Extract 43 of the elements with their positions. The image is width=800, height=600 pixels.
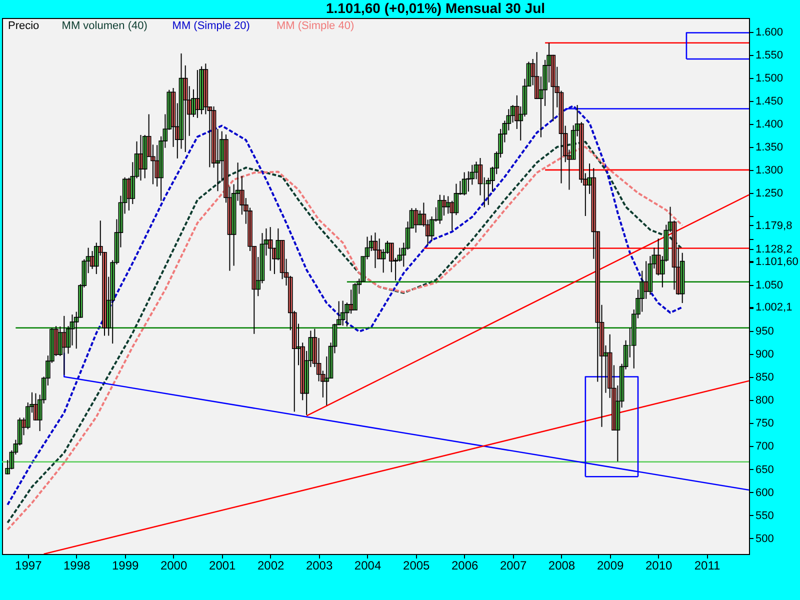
y-tick-label: 850: [756, 372, 774, 384]
y-tick-label: 1.128,2: [756, 244, 792, 256]
x-tick-label: 1998: [64, 558, 91, 572]
y-tick-label: 1.101,60: [756, 256, 798, 268]
x-tick-label: 2010: [645, 558, 672, 572]
y-tick-label: 1.500: [756, 72, 784, 84]
y-tick-label: 800: [756, 394, 774, 407]
text: MM (Simple 20): [172, 20, 250, 32]
y-tick-label: 1.550: [756, 49, 784, 62]
y-tick-label: 900: [756, 348, 774, 361]
x-tick-label: 1999: [112, 558, 139, 572]
y-tick-label: 1.002,1: [756, 302, 792, 314]
x-tick-label: 2011: [694, 558, 720, 572]
y-tick-label: 950: [756, 326, 774, 338]
x-tick-label: 2005: [403, 558, 430, 572]
text: MM volumen (40): [62, 20, 148, 32]
x-tick-label: 2002: [257, 558, 285, 572]
x-tick-label: 2009: [597, 558, 624, 572]
x-tick-label: 2008: [548, 558, 576, 572]
x-tick-label: 2007: [500, 558, 527, 572]
y-tick-label: 550: [756, 510, 774, 522]
x-tick-label: 2001: [209, 558, 236, 572]
chart-title: 1.101,60 (+0,01%) Mensual 30 Jul: [326, 0, 546, 16]
x-tick-label: 2004: [354, 558, 382, 572]
x-tick-label: 2006: [451, 558, 478, 572]
text: Precio: [8, 20, 40, 32]
y-tick-label: 600: [756, 486, 774, 499]
y-tick-label: 1.179,8: [756, 220, 792, 232]
y-tick-label: 1.450: [756, 95, 784, 108]
y-tick-label: 1.250: [756, 187, 784, 200]
y-tick-label: 700: [756, 440, 774, 453]
x-tick-label: 2003: [306, 558, 333, 572]
y-tick-label: 1.300: [756, 164, 784, 176]
y-tick-label: 650: [756, 464, 774, 476]
x-tick-label: 1997: [15, 558, 42, 572]
y-tick-label: 500: [756, 532, 774, 545]
text: MM (Simple 40): [276, 20, 354, 32]
x-tick-label: 2000: [160, 558, 188, 572]
y-tick-label: 750: [756, 418, 774, 430]
y-tick-label: 1.600: [756, 26, 784, 38]
y-tick-label: 1.400: [756, 118, 784, 130]
y-tick-label: 1.050: [756, 280, 784, 292]
y-tick-label: 1.350: [756, 141, 784, 154]
